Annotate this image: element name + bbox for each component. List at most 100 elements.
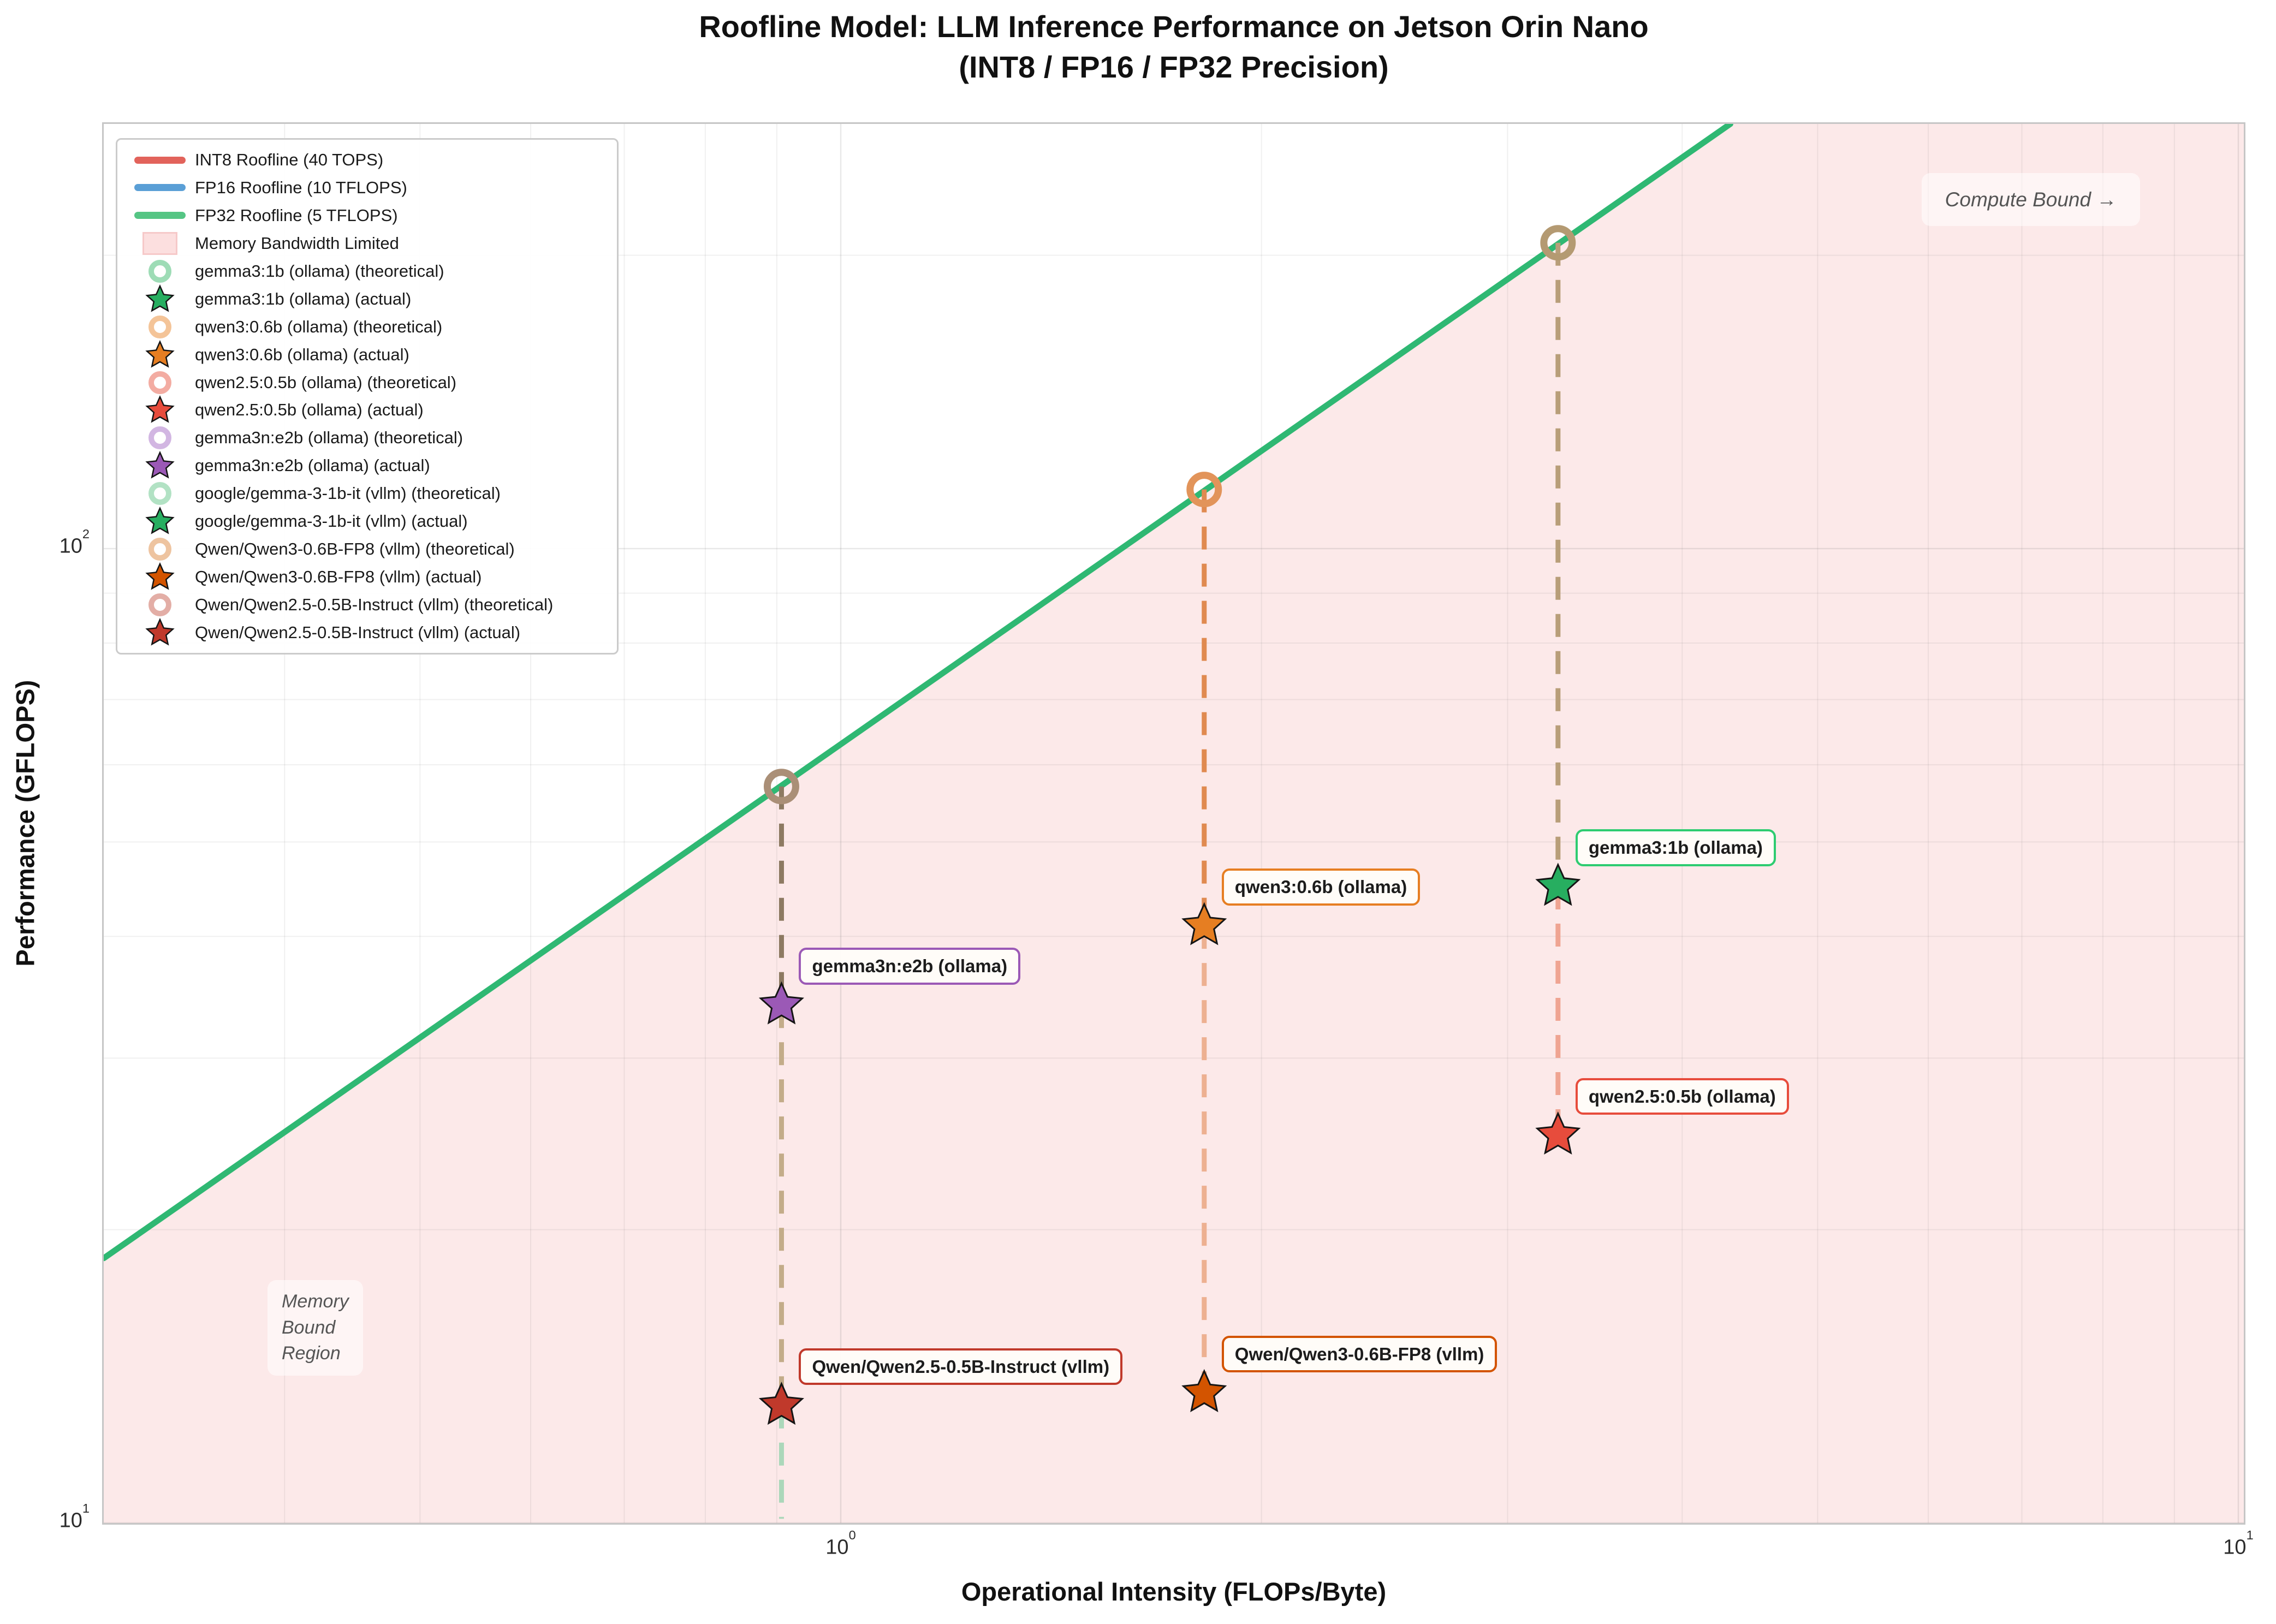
legend-item: qwen3:0.6b (ollama) (theoretical) <box>125 313 614 341</box>
circle-marker-icon <box>148 315 171 338</box>
line-swatch-icon <box>134 212 186 219</box>
legend-item: google/gemma-3-1b-it (vllm) (actual) <box>125 507 614 536</box>
actual-star-marker <box>1181 902 1227 945</box>
legend-item: gemma3:1b (ollama) (actual) <box>125 284 614 314</box>
circle-marker-icon <box>148 482 171 505</box>
line-swatch-icon <box>134 184 186 192</box>
x-tick-1: 100 <box>825 1528 856 1559</box>
legend-item-label: gemma3:1b (ollama) (theoretical) <box>195 261 444 281</box>
chart-title-line1: Roofline Model: LLM Inference Performanc… <box>699 9 1649 44</box>
x-axis-label: Operational Intensity (FLOPs/Byte) <box>961 1577 1387 1606</box>
compute-bound-note: Compute Bound → <box>1922 173 2140 226</box>
legend-ring-swatch <box>125 593 195 616</box>
legend-item-label: qwen2.5:0.5b (ollama) (theoretical) <box>195 372 457 392</box>
roofline-diagonal <box>104 124 1733 1262</box>
legend-star-swatch <box>125 284 195 314</box>
star-marker-icon <box>145 451 175 479</box>
chart-title: Roofline Model: LLM Inference Performanc… <box>104 7 2244 87</box>
actual-star-marker <box>758 1382 804 1425</box>
legend-star-swatch <box>125 395 195 425</box>
theoretical-marker <box>763 769 799 805</box>
legend-item-label: FP32 Roofline (5 TFLOPS) <box>195 205 398 225</box>
legend-ring-swatch <box>125 259 195 283</box>
legend-ring-swatch <box>125 371 195 394</box>
legend-item-label: google/gemma-3-1b-it (vllm) (actual) <box>195 511 468 531</box>
legend-ring-swatch <box>125 426 195 450</box>
x-tick-10: 101 <box>2223 1528 2254 1559</box>
legend-line-swatch <box>125 212 195 219</box>
legend-item: Qwen/Qwen3-0.6B-FP8 (vllm) (theoretical) <box>125 536 614 563</box>
circle-marker-icon <box>148 538 171 561</box>
legend-ring-swatch <box>125 482 195 505</box>
actual-star-marker <box>758 981 804 1025</box>
legend-item: google/gemma-3-1b-it (vllm) (theoretical… <box>125 480 614 507</box>
legend-item-label: gemma3n:e2b (ollama) (theoretical) <box>195 428 463 448</box>
model-label: gemma3:1b (ollama) <box>1575 829 1776 866</box>
legend-item-label: qwen3:0.6b (ollama) (theoretical) <box>195 317 443 336</box>
legend-item: gemma3n:e2b (ollama) (theoretical) <box>125 424 614 451</box>
legend-item: Memory Bandwidth Limited <box>125 230 614 257</box>
memory-bound-region <box>104 124 2244 1523</box>
actual-star-marker <box>1535 1111 1581 1155</box>
memory-bound-note: Memory Bound Region <box>268 1280 363 1376</box>
legend-item-label: gemma3:1b (ollama) (actual) <box>195 289 412 308</box>
line-swatch-icon <box>134 156 186 164</box>
model-label: Qwen/Qwen3-0.6B-FP8 (vllm) <box>1221 1335 1497 1373</box>
model-label: qwen2.5:0.5b (ollama) <box>1575 1078 1789 1115</box>
actual-star-marker <box>1181 1369 1227 1412</box>
star-marker-icon <box>145 562 175 590</box>
legend-item-label: gemma3n:e2b (ollama) (actual) <box>195 456 430 475</box>
legend-star-swatch <box>125 562 195 592</box>
legend-star-swatch <box>125 617 195 647</box>
legend-ring-swatch <box>125 538 195 561</box>
star-marker-icon <box>145 507 175 534</box>
model-label: qwen3:0.6b (ollama) <box>1221 868 1421 906</box>
star-marker-icon <box>145 617 175 646</box>
legend-item: gemma3n:e2b (ollama) (actual) <box>125 451 614 480</box>
legend-line-swatch <box>125 184 195 192</box>
theoretical-marker <box>1186 472 1222 508</box>
legend-item-label: qwen3:0.6b (ollama) (actual) <box>195 344 409 364</box>
legend-item-label: google/gemma-3-1b-it (vllm) (theoretical… <box>195 484 501 503</box>
legend-item-label: Memory Bandwidth Limited <box>195 233 399 253</box>
chart-title-line2: (INT8 / FP16 / FP32 Precision) <box>959 49 1389 84</box>
legend-star-swatch <box>125 507 195 536</box>
legend-patch-swatch <box>125 231 195 255</box>
legend-item: Qwen/Qwen2.5-0.5B-Instruct (vllm) (theor… <box>125 591 614 618</box>
circle-marker-icon <box>148 593 171 616</box>
legend-item: FP16 Roofline (10 TFLOPS) <box>125 174 614 201</box>
legend-item: Qwen/Qwen3-0.6B-FP8 (vllm) (actual) <box>125 562 614 592</box>
legend-item: qwen3:0.6b (ollama) (actual) <box>125 340 614 370</box>
legend-item: qwen2.5:0.5b (ollama) (theoretical) <box>125 369 614 396</box>
legend-item-label: Qwen/Qwen2.5-0.5B-Instruct (vllm) (actua… <box>195 622 521 642</box>
legend-item: qwen2.5:0.5b (ollama) (actual) <box>125 395 614 425</box>
theoretical-marker <box>1540 225 1576 261</box>
legend-item-label: INT8 Roofline (40 TOPS) <box>195 150 384 169</box>
star-marker-icon <box>145 395 175 424</box>
y-tick-100: 102 <box>59 527 90 558</box>
legend-star-swatch <box>125 451 195 480</box>
legend-item: INT8 Roofline (40 TOPS) <box>125 146 614 174</box>
legend-item-label: FP16 Roofline (10 TFLOPS) <box>195 177 407 197</box>
star-marker-icon <box>145 340 175 368</box>
legend-item-label: Qwen/Qwen2.5-0.5B-Instruct (vllm) (theor… <box>195 595 554 614</box>
legend-item-label: Qwen/Qwen3-0.6B-FP8 (vllm) (actual) <box>195 567 482 587</box>
legend-ring-swatch <box>125 315 195 338</box>
model-label: gemma3n:e2b (ollama) <box>799 948 1021 985</box>
circle-marker-icon <box>148 371 171 394</box>
actual-star-marker <box>1535 862 1581 906</box>
plot-area <box>102 122 2245 1525</box>
y-tick-10: 101 <box>59 1501 90 1532</box>
legend-star-swatch <box>125 340 195 370</box>
star-marker-icon <box>145 284 175 312</box>
legend: INT8 Roofline (40 TOPS) FP16 Roofline (10… <box>116 138 619 655</box>
circle-marker-icon <box>148 426 171 450</box>
legend-item: Qwen/Qwen2.5-0.5B-Instruct (vllm) (actua… <box>125 617 614 647</box>
legend-item-label: qwen2.5:0.5b (ollama) (actual) <box>195 400 424 420</box>
legend-item: gemma3:1b (ollama) (theoretical) <box>125 258 614 285</box>
legend-item: FP32 Roofline (5 TFLOPS) <box>125 202 614 229</box>
y-axis-label: Performance (GFLOPS) <box>10 680 40 967</box>
circle-marker-icon <box>148 259 171 283</box>
model-label: Qwen/Qwen2.5-0.5B-Instruct (vllm) <box>799 1348 1123 1385</box>
